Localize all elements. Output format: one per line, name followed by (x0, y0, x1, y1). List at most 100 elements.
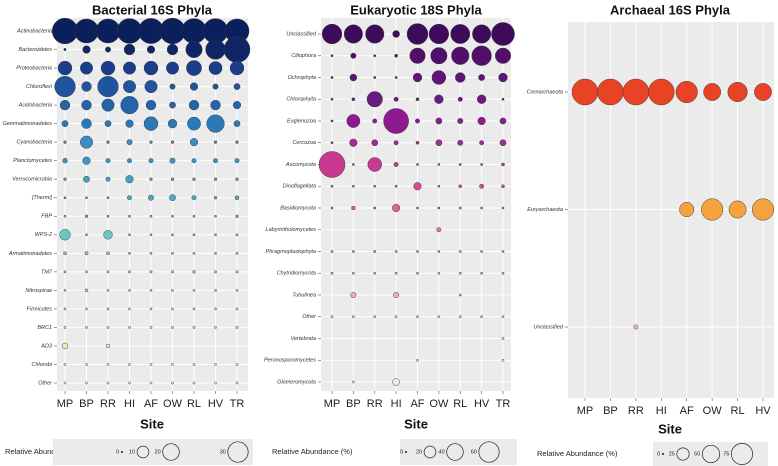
x-axis-title: Site (140, 416, 164, 431)
bubble-chlorobi-bp (85, 363, 88, 366)
bubble-planctomycetes-rr (105, 158, 111, 164)
bubble-vertebrata-tr (501, 337, 505, 340)
bubble-unclassified-rr (633, 324, 639, 330)
bubble-unclassified-af (406, 23, 429, 45)
x-tick-label-bp: BP (603, 405, 618, 417)
y-tick-label-vertebrata: Vertebrata (291, 336, 316, 342)
bubble-euglenozoa-rl (457, 118, 464, 124)
bubble-fbp-bp (84, 214, 89, 218)
y-tick-label-dinoflagellata: Dinoflagellata (283, 184, 316, 190)
bubble-thermi-rl (191, 195, 197, 201)
bubble-euryarchaeota-ow (701, 198, 724, 221)
bubble-wps-2-ow (171, 233, 174, 237)
bubble-ad3-rr (105, 343, 111, 349)
bubble-other-rl (458, 315, 462, 319)
x-tick-label-mp: MP (57, 398, 74, 410)
bubble-cyanobacteria-bp (80, 135, 93, 149)
panel-bacterial-16s-phyla: Bacterial 16S Phyla Actinobacteria Bactero… (2, 2, 253, 465)
bubble-ochrophyta-rl (455, 72, 466, 83)
bubble-fbp-hi (128, 214, 131, 218)
x-axis-title: Site (404, 416, 428, 431)
bubble-unclassified-rl (450, 24, 471, 44)
bubble-other-ow (437, 315, 441, 319)
bubble-ochrophyta-bp (349, 73, 358, 82)
legend-key-background (400, 439, 517, 465)
y-tick-label-thermi: [Thermi] (31, 195, 53, 201)
bubble-crenarchaeota-mp (571, 78, 599, 106)
bubble-nitrospirae-bp (84, 288, 89, 293)
legend-title: Relative Abundance (%) (537, 449, 618, 458)
y-tick-label-fbp: FBP (41, 214, 52, 220)
bubble-brc1-rl (192, 325, 196, 329)
y-tick-label-chytridiomycota: Chytridiomycota (277, 271, 316, 277)
bubble-chytridiomycota-ow (437, 271, 441, 275)
bubble-tm7-rl (192, 270, 196, 274)
bubble-tubulinea-hi (393, 292, 400, 298)
legend-circle-0 (404, 450, 408, 454)
bubble-nitrospirae-tr (235, 289, 239, 292)
bubble-euglenozoa-ow (435, 117, 443, 125)
bubble-unclassified-hi (392, 30, 400, 38)
bubble-cyanobacteria-hi (126, 139, 133, 146)
bubble-euglenozoa-hi (383, 108, 409, 134)
size-legend: Relative Abundance (%) 0 20 40 60 (272, 439, 517, 465)
legend-label-10: 10 (129, 449, 135, 455)
bubble-phragmoplastophyta-ow (437, 250, 441, 253)
bubble-other-mp (330, 315, 334, 319)
bubble-euglenozoa-tr (499, 117, 507, 125)
bubble-thermi-bp (85, 196, 88, 200)
bubble-phragmoplastophyta-rl (458, 250, 462, 253)
bubble-acidobacteria-tr (232, 101, 242, 110)
x-tick-label-rr: RR (100, 398, 116, 410)
bubble-brc1-ow (171, 326, 174, 329)
x-tick-label-ow: OW (163, 398, 183, 410)
bubble-planctomycetes-rl (191, 158, 197, 164)
y-tick-label-gemmatimonadetes: Gemmatimonadetes (2, 121, 52, 127)
x-axis-title: Site (658, 421, 682, 436)
bubble-crenarchaeota-rl (727, 82, 748, 102)
bubble-acidobacteria-hi (120, 96, 139, 115)
bubble-thermi-mp (63, 196, 67, 200)
legend-label-20: 20 (155, 449, 161, 455)
bubble-euglenozoa-bp (346, 114, 361, 128)
bubble-chytridiomycota-af (416, 271, 419, 275)
x-tick-label-rl: RL (731, 405, 745, 417)
bubble-gemmatimonadetes-hv (206, 114, 225, 133)
bubble-phragmoplastophyta-bp (352, 250, 355, 253)
bubble-thermi-af (148, 194, 154, 201)
bubble-wps-2-mp (59, 229, 71, 241)
bubble-euglenozoa-mp (330, 119, 334, 123)
bubble-fbp-ow (171, 214, 174, 218)
bubble-chlorophyta-ow (434, 94, 444, 104)
x-tick-label-bp: BP (346, 398, 361, 410)
legend-label-25: 25 (669, 451, 675, 457)
bubble-tm7-mp (63, 270, 67, 274)
x-tick-label-hv: HV (208, 398, 224, 410)
bubble-proteobacteria-hi (123, 61, 136, 75)
bubble-firmicutes-bp (85, 307, 88, 311)
bubble-basidiomycota-mp (330, 206, 334, 210)
bubble-proteobacteria-rl (186, 60, 202, 76)
bubble-nitrospirae-rr (106, 289, 110, 292)
bubble-other-hv (214, 381, 217, 385)
bubble-ad3-mp (61, 342, 69, 350)
y-tick-label-verrucomicrobia: Verrucomicrobia (12, 177, 52, 183)
bubble-brc1-rr (106, 326, 110, 329)
y-tick-label-chlorobi: Chlorobi (32, 362, 53, 368)
bubble-euryarchaeota-rl (728, 200, 747, 219)
bubble-fbp-hv (214, 214, 217, 218)
x-tick-label-ow: OW (703, 405, 723, 417)
bubble-ochrophyta-hv (478, 74, 485, 81)
bubble-armatimonadetes-af (149, 251, 153, 255)
bubble-chytridiomycota-hi (394, 271, 398, 275)
bubble-firmicutes-rr (106, 307, 110, 311)
bubble-peronosporomycetes-af (416, 358, 419, 362)
bubble-basidiomycota-hv (480, 206, 483, 210)
bubble-wps-2-bp (85, 233, 88, 237)
bubble-verrucomicrobia-ow (170, 177, 175, 181)
bubble-basidiomycota-tr (501, 206, 505, 210)
y-tick-label-other: Other (302, 314, 317, 320)
x-tick-label-ow: OW (429, 398, 449, 410)
bubble-proteobacteria-bp (80, 61, 93, 75)
bubble-unclassified-hv (472, 24, 492, 44)
